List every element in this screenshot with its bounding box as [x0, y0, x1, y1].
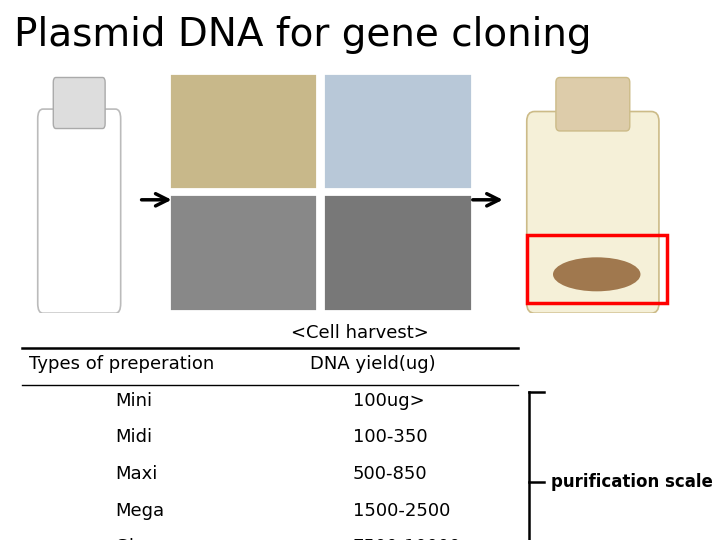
- Bar: [323, 72, 472, 189]
- Bar: [527, 235, 667, 303]
- FancyBboxPatch shape: [53, 77, 105, 129]
- Text: 7500-10000: 7500-10000: [353, 538, 462, 540]
- FancyBboxPatch shape: [556, 77, 630, 131]
- Text: Giga: Giga: [115, 538, 157, 540]
- Text: DNA yield(ug): DNA yield(ug): [310, 355, 435, 373]
- Text: 100-350: 100-350: [353, 428, 428, 446]
- FancyBboxPatch shape: [527, 111, 659, 313]
- Text: Mini: Mini: [115, 392, 153, 409]
- FancyBboxPatch shape: [37, 109, 121, 313]
- Text: purification scale: purification scale: [551, 473, 713, 491]
- Text: Types of preperation: Types of preperation: [29, 355, 214, 373]
- Bar: [168, 72, 318, 189]
- Text: <Cell harvest>: <Cell harvest>: [291, 324, 429, 342]
- Text: 100ug>: 100ug>: [353, 392, 424, 409]
- Bar: [323, 194, 472, 311]
- Text: Mega: Mega: [115, 502, 164, 519]
- Ellipse shape: [553, 258, 641, 292]
- Text: Maxi: Maxi: [115, 465, 158, 483]
- Bar: [168, 194, 318, 311]
- Text: Plasmid DNA for gene cloning: Plasmid DNA for gene cloning: [14, 16, 592, 54]
- Text: Midi: Midi: [115, 428, 153, 446]
- Text: 1500-2500: 1500-2500: [353, 502, 450, 519]
- Text: 500-850: 500-850: [353, 465, 428, 483]
